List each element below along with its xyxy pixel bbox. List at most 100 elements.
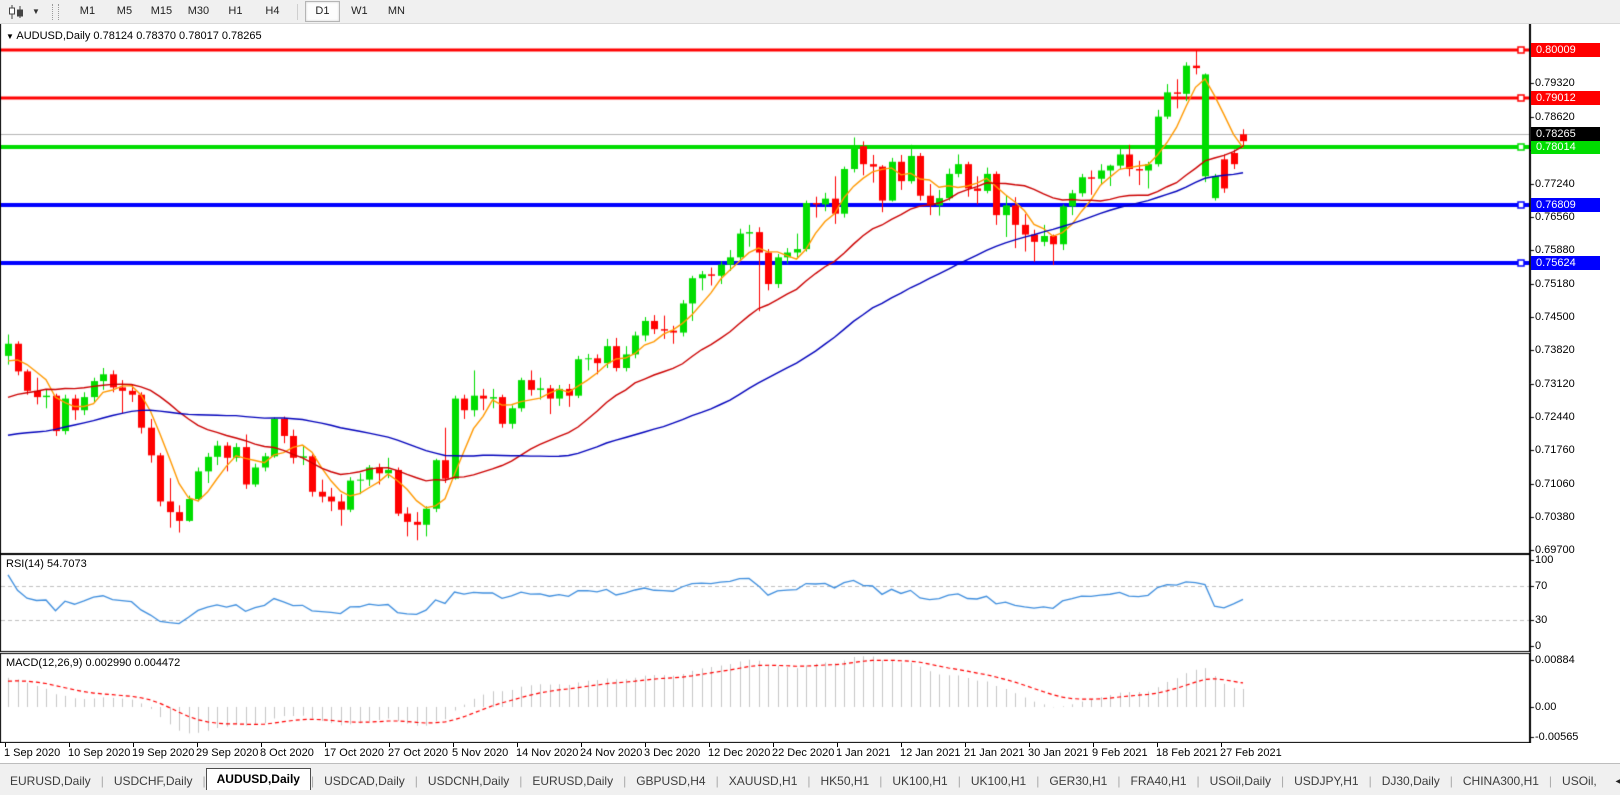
chart-tab-bar: EURUSD,Daily | USDCHF,Daily | AUDUSD,Daily | U… (0, 763, 1620, 791)
price-chart-canvas[interactable] (0, 24, 1620, 743)
date-label: 8 Oct 2020 (260, 747, 314, 759)
timeframe-button-m1[interactable]: M1 (79, 5, 96, 17)
macd-axis-tick: -0.00565 (1535, 731, 1579, 743)
chart-tab-ger30-h1[interactable]: GER30,H1 (1049, 774, 1108, 788)
symbol-period-label: AUDUSD,Daily (16, 30, 91, 42)
time-axis-tick (261, 743, 262, 747)
chart-tab-usoil-daily[interactable]: USOil,Daily (1209, 774, 1271, 788)
time-axis-tick (1029, 743, 1030, 747)
time-axis-tick (517, 743, 518, 747)
current-price-badge: 0.78265 (1531, 127, 1600, 141)
timeframe-button-h4[interactable]: H4 (265, 5, 280, 17)
timeframe-button-m15[interactable]: M15 (150, 5, 173, 17)
hline-price-badge: 0.79012 (1531, 91, 1600, 105)
chart-tab-uk100-h1[interactable]: UK100,H1 (970, 774, 1027, 788)
tab-separator: | (1196, 774, 1200, 788)
chart-tab-uk100-h1[interactable]: UK100,H1 (892, 774, 948, 788)
rsi-axis-tick: 30 (1535, 614, 1548, 627)
collapse-caret-icon[interactable]: ▼ (6, 32, 14, 41)
date-label: 12 Jan 2021 (900, 747, 961, 759)
candlestick-chart-icon[interactable] (4, 3, 30, 21)
chart-tab-audusd-daily[interactable]: AUDUSD,Daily (205, 768, 311, 791)
rsi-indicator-label: RSI(14) 54.7073 (6, 558, 87, 570)
chart-tab-usoil-[interactable]: USOil, (1562, 774, 1597, 788)
price-axis-tick: 0.72440 (1535, 411, 1575, 424)
chart-tab-gbpusd-h4[interactable]: GBPUSD,H4 (636, 774, 706, 788)
price-axis-tick: 0.75180 (1535, 278, 1575, 291)
time-axis-tick (1093, 743, 1094, 747)
window-bottom-strip (0, 790, 1620, 795)
price-axis-tick: 0.73820 (1535, 344, 1575, 357)
tab-separator: | (1280, 774, 1285, 788)
timeframe-button-h1[interactable]: H1 (228, 5, 243, 17)
tab-separator: | (1548, 774, 1553, 788)
rsi-axis-tick: 0 (1535, 640, 1542, 652)
date-label: 9 Feb 2021 (1092, 747, 1148, 759)
price-axis-tick: 0.73120 (1535, 378, 1575, 391)
date-label: 29 Sep 2020 (196, 747, 259, 759)
timeframe-button-m30[interactable]: M30 (187, 5, 210, 17)
time-axis-tick (69, 743, 70, 747)
time-axis-tick (389, 743, 390, 747)
tab-separator: | (202, 774, 206, 788)
time-axis-tick (325, 743, 326, 747)
time-axis-tick (837, 743, 838, 747)
date-label: 5 Nov 2020 (452, 747, 509, 759)
tab-separator: | (519, 774, 523, 788)
timeframe-button-d1[interactable]: D1 (304, 1, 340, 22)
date-label: 14 Nov 2020 (516, 747, 579, 759)
time-axis-tick (5, 743, 6, 747)
toolbar-drag-grip[interactable] (51, 3, 59, 20)
chart-tab-usdjpy-h1[interactable]: USDJPY,H1 (1294, 774, 1359, 788)
chart-area[interactable]: ▼ AUDUSD,Daily 0.78124 0.78370 0.78017 0… (0, 24, 1620, 743)
chart-tab-usdchf-daily[interactable]: USDCHF,Daily (113, 774, 193, 788)
date-label: 21 Jan 2021 (964, 747, 1025, 759)
toolbar-separator (296, 3, 298, 20)
rsi-axis-tick: 70 (1535, 579, 1548, 592)
tab-scroll-left-icon[interactable]: ◄ (1613, 776, 1620, 786)
chart-type-dropdown-caret[interactable]: ▼ (32, 7, 40, 16)
price-axis-tick: 0.76560 (1535, 211, 1575, 224)
timeframe-button-mn[interactable]: MN (387, 5, 405, 17)
time-axis-tick (581, 743, 582, 747)
date-label: 24 Nov 2020 (580, 747, 643, 759)
chart-tab-eurusd-daily[interactable]: EURUSD,Daily (532, 774, 614, 788)
macd-axis-tick: 0.00884 (1535, 654, 1575, 666)
macd-indicator-label: MACD(12,26,9) 0.002990 0.004472 (6, 657, 181, 669)
chart-tab-xauusd-h1[interactable]: XAUUSD,H1 (728, 774, 798, 788)
date-label: 27 Feb 2021 (1220, 747, 1282, 759)
price-axis-tick: 0.71060 (1535, 477, 1575, 490)
chart-tab-china300-h1[interactable]: CHINA300,H1 (1462, 774, 1539, 788)
tab-separator: | (414, 774, 418, 788)
date-label: 18 Feb 2021 (1156, 747, 1218, 759)
price-axis-tick: 0.70380 (1535, 510, 1575, 523)
price-axis-tick: 0.74500 (1535, 311, 1575, 324)
chart-tab-usdcad-daily[interactable]: USDCAD,Daily (324, 774, 405, 788)
tab-separator: | (879, 774, 883, 788)
chart-tab-dj30-daily[interactable]: DJ30,Daily (1381, 774, 1440, 788)
date-label: 1 Sep 2020 (4, 747, 61, 759)
hline-price-badge: 0.80009 (1531, 43, 1600, 57)
ohlc-values: 0.78124 0.78370 0.78017 0.78265 (93, 30, 262, 42)
tab-separator: | (715, 774, 719, 788)
timeframe-buttons: M1 M5 M15 M30 H1 H4 D1 W1 MN (69, 1, 415, 22)
chart-tab-eurusd-daily[interactable]: EURUSD,Daily (10, 774, 91, 788)
time-axis-tick (709, 743, 710, 747)
chart-tab-fra40-h1[interactable]: FRA40,H1 (1130, 774, 1187, 788)
chart-title: ▼ AUDUSD,Daily 0.78124 0.78370 0.78017 0… (6, 30, 262, 42)
chart-tab-usdcnh-daily[interactable]: USDCNH,Daily (427, 774, 510, 788)
timeframe-button-m5[interactable]: M5 (116, 5, 133, 17)
date-label: 3 Dec 2020 (644, 747, 701, 759)
timeframe-button-w1[interactable]: W1 (351, 5, 368, 17)
date-label: 22 Dec 2020 (772, 747, 835, 759)
time-axis-tick (1157, 743, 1158, 747)
time-axis-tick (453, 743, 454, 747)
tab-separator: | (957, 774, 961, 788)
time-axis-tick (773, 743, 774, 747)
price-axis-tick: 0.69700 (1535, 543, 1575, 556)
date-label: 19 Sep 2020 (132, 747, 195, 759)
chart-tab-hk50-h1[interactable]: HK50,H1 (820, 774, 870, 788)
time-axis-tick (197, 743, 198, 747)
date-label: 10 Sep 2020 (68, 747, 131, 759)
